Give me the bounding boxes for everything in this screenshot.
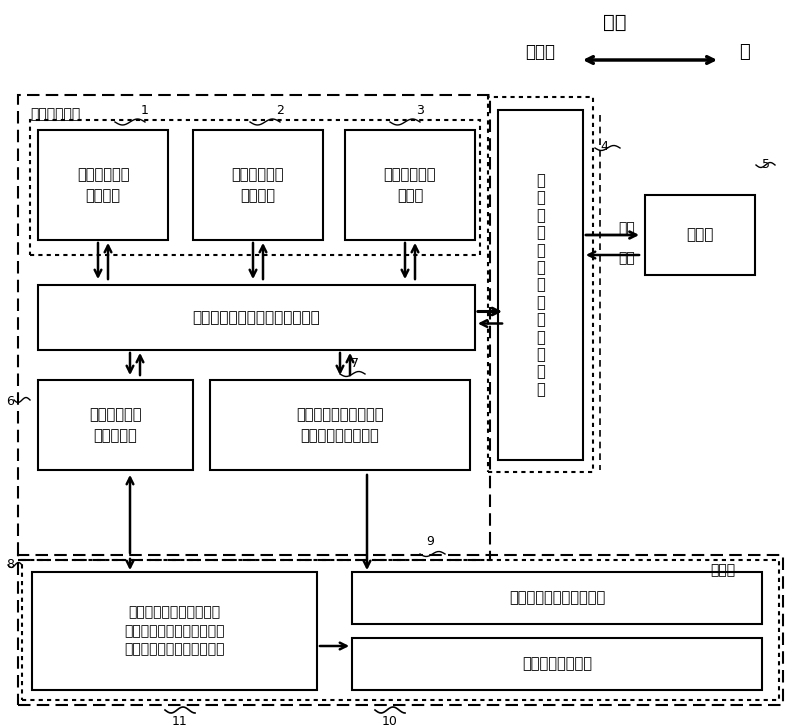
Bar: [38, 130, 168, 240]
Text: 数据库: 数据库: [710, 563, 735, 577]
Bar: [18, 95, 490, 560]
Text: 5: 5: [762, 158, 770, 171]
Bar: [488, 97, 593, 472]
Text: 6: 6: [6, 395, 14, 408]
Text: 2: 2: [276, 104, 284, 117]
Bar: [345, 130, 475, 240]
Bar: [210, 380, 470, 470]
Text: 计算机: 计算机: [525, 43, 555, 61]
Text: 4: 4: [600, 140, 608, 153]
Text: 10: 10: [382, 715, 398, 728]
Text: 8: 8: [6, 558, 14, 571]
Bar: [32, 572, 317, 690]
Bar: [352, 638, 762, 690]
Text: 11: 11: [172, 715, 188, 728]
Bar: [30, 120, 480, 255]
Text: 7: 7: [351, 357, 359, 370]
Text: 人: 人: [740, 43, 750, 61]
Bar: [498, 110, 583, 460]
Bar: [38, 285, 475, 350]
Text: 其他出行相关信息: 其他出行相关信息: [522, 657, 592, 671]
Text: 驾驶员动态响应行为数据: 驾驶员动态响应行为数据: [509, 590, 605, 606]
Bar: [22, 560, 779, 700]
Text: 交通流运行状
态生成模块: 交通流运行状 态生成模块: [90, 407, 142, 443]
Text: 主要程序模块: 主要程序模块: [30, 107, 80, 121]
Text: 交互: 交互: [603, 12, 626, 31]
Bar: [18, 555, 783, 705]
Text: 动态路网交通状态及路
径导行信息生成模块: 动态路网交通状态及路 径导行信息生成模块: [296, 407, 384, 443]
Bar: [193, 130, 323, 240]
Text: 基本出行信息
生成模块: 基本出行信息 生成模块: [77, 167, 130, 203]
Text: 响应: 响应: [618, 251, 634, 265]
Text: 9: 9: [426, 535, 434, 548]
Text: 驾驶员驾车任
务模块: 驾驶员驾车任 务模块: [384, 167, 436, 203]
Bar: [352, 572, 762, 624]
Text: 刺激: 刺激: [618, 221, 634, 235]
Text: 虚
拟
出
行
情
境
（
计
算
机
界
面
）: 虚 拟 出 行 情 境 （ 计 算 机 界 面 ）: [536, 173, 545, 397]
Text: 虚拟出行情境初始化数据
（路网数据、交通数据、交
通模型参数、交通事件等）: 虚拟出行情境初始化数据 （路网数据、交通数据、交 通模型参数、交通事件等）: [124, 606, 225, 657]
Bar: [645, 195, 755, 275]
Text: 其它辅助信息
生成模块: 其它辅助信息 生成模块: [232, 167, 284, 203]
Text: 1: 1: [141, 104, 149, 117]
Text: 驾驶员: 驾驶员: [686, 227, 714, 242]
Text: 高速道路网宏观交通流仿真模型: 高速道路网宏观交通流仿真模型: [193, 310, 320, 325]
Bar: [38, 380, 193, 470]
Text: 3: 3: [416, 104, 424, 117]
